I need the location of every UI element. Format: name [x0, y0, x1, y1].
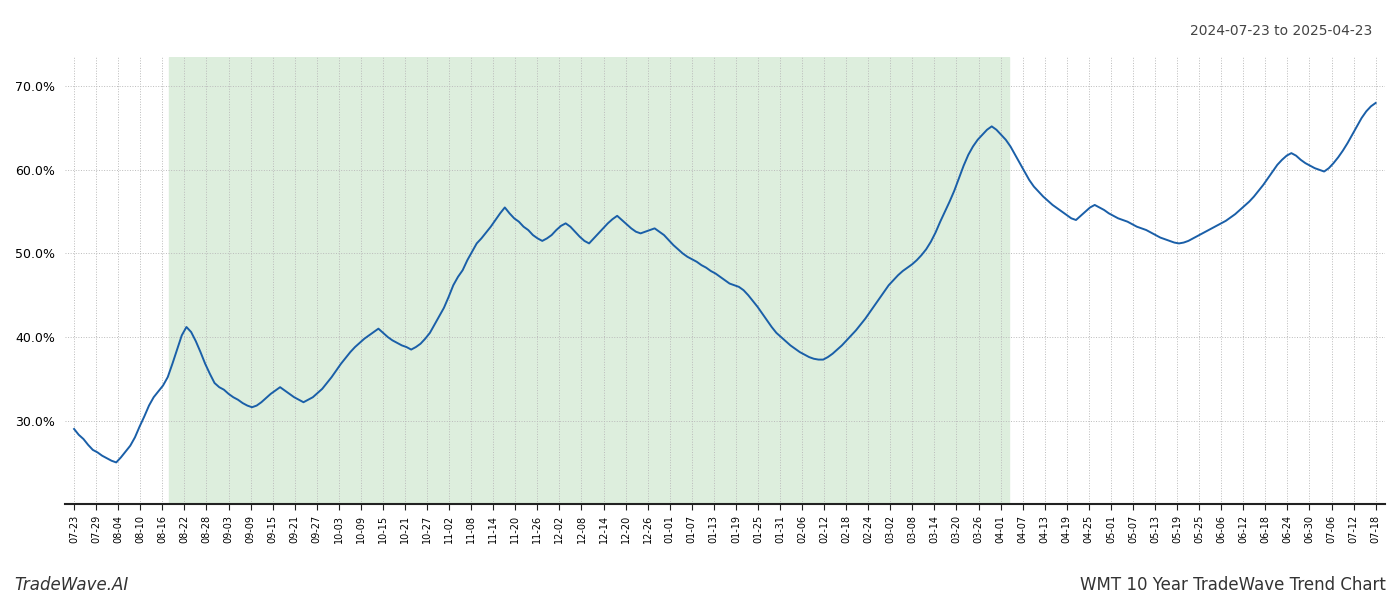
Text: 2024-07-23 to 2025-04-23: 2024-07-23 to 2025-04-23 — [1190, 24, 1372, 38]
Text: WMT 10 Year TradeWave Trend Chart: WMT 10 Year TradeWave Trend Chart — [1081, 576, 1386, 594]
Text: TradeWave.AI: TradeWave.AI — [14, 576, 129, 594]
Bar — [169, 57, 1008, 504]
